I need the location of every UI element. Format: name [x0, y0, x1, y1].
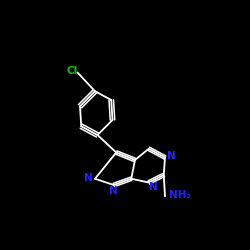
Text: NH₂: NH₂ — [170, 190, 192, 200]
Text: N: N — [149, 182, 158, 192]
Text: N: N — [108, 186, 118, 196]
Text: N: N — [84, 173, 92, 183]
Text: N: N — [167, 151, 175, 161]
Text: Cl: Cl — [66, 66, 78, 76]
